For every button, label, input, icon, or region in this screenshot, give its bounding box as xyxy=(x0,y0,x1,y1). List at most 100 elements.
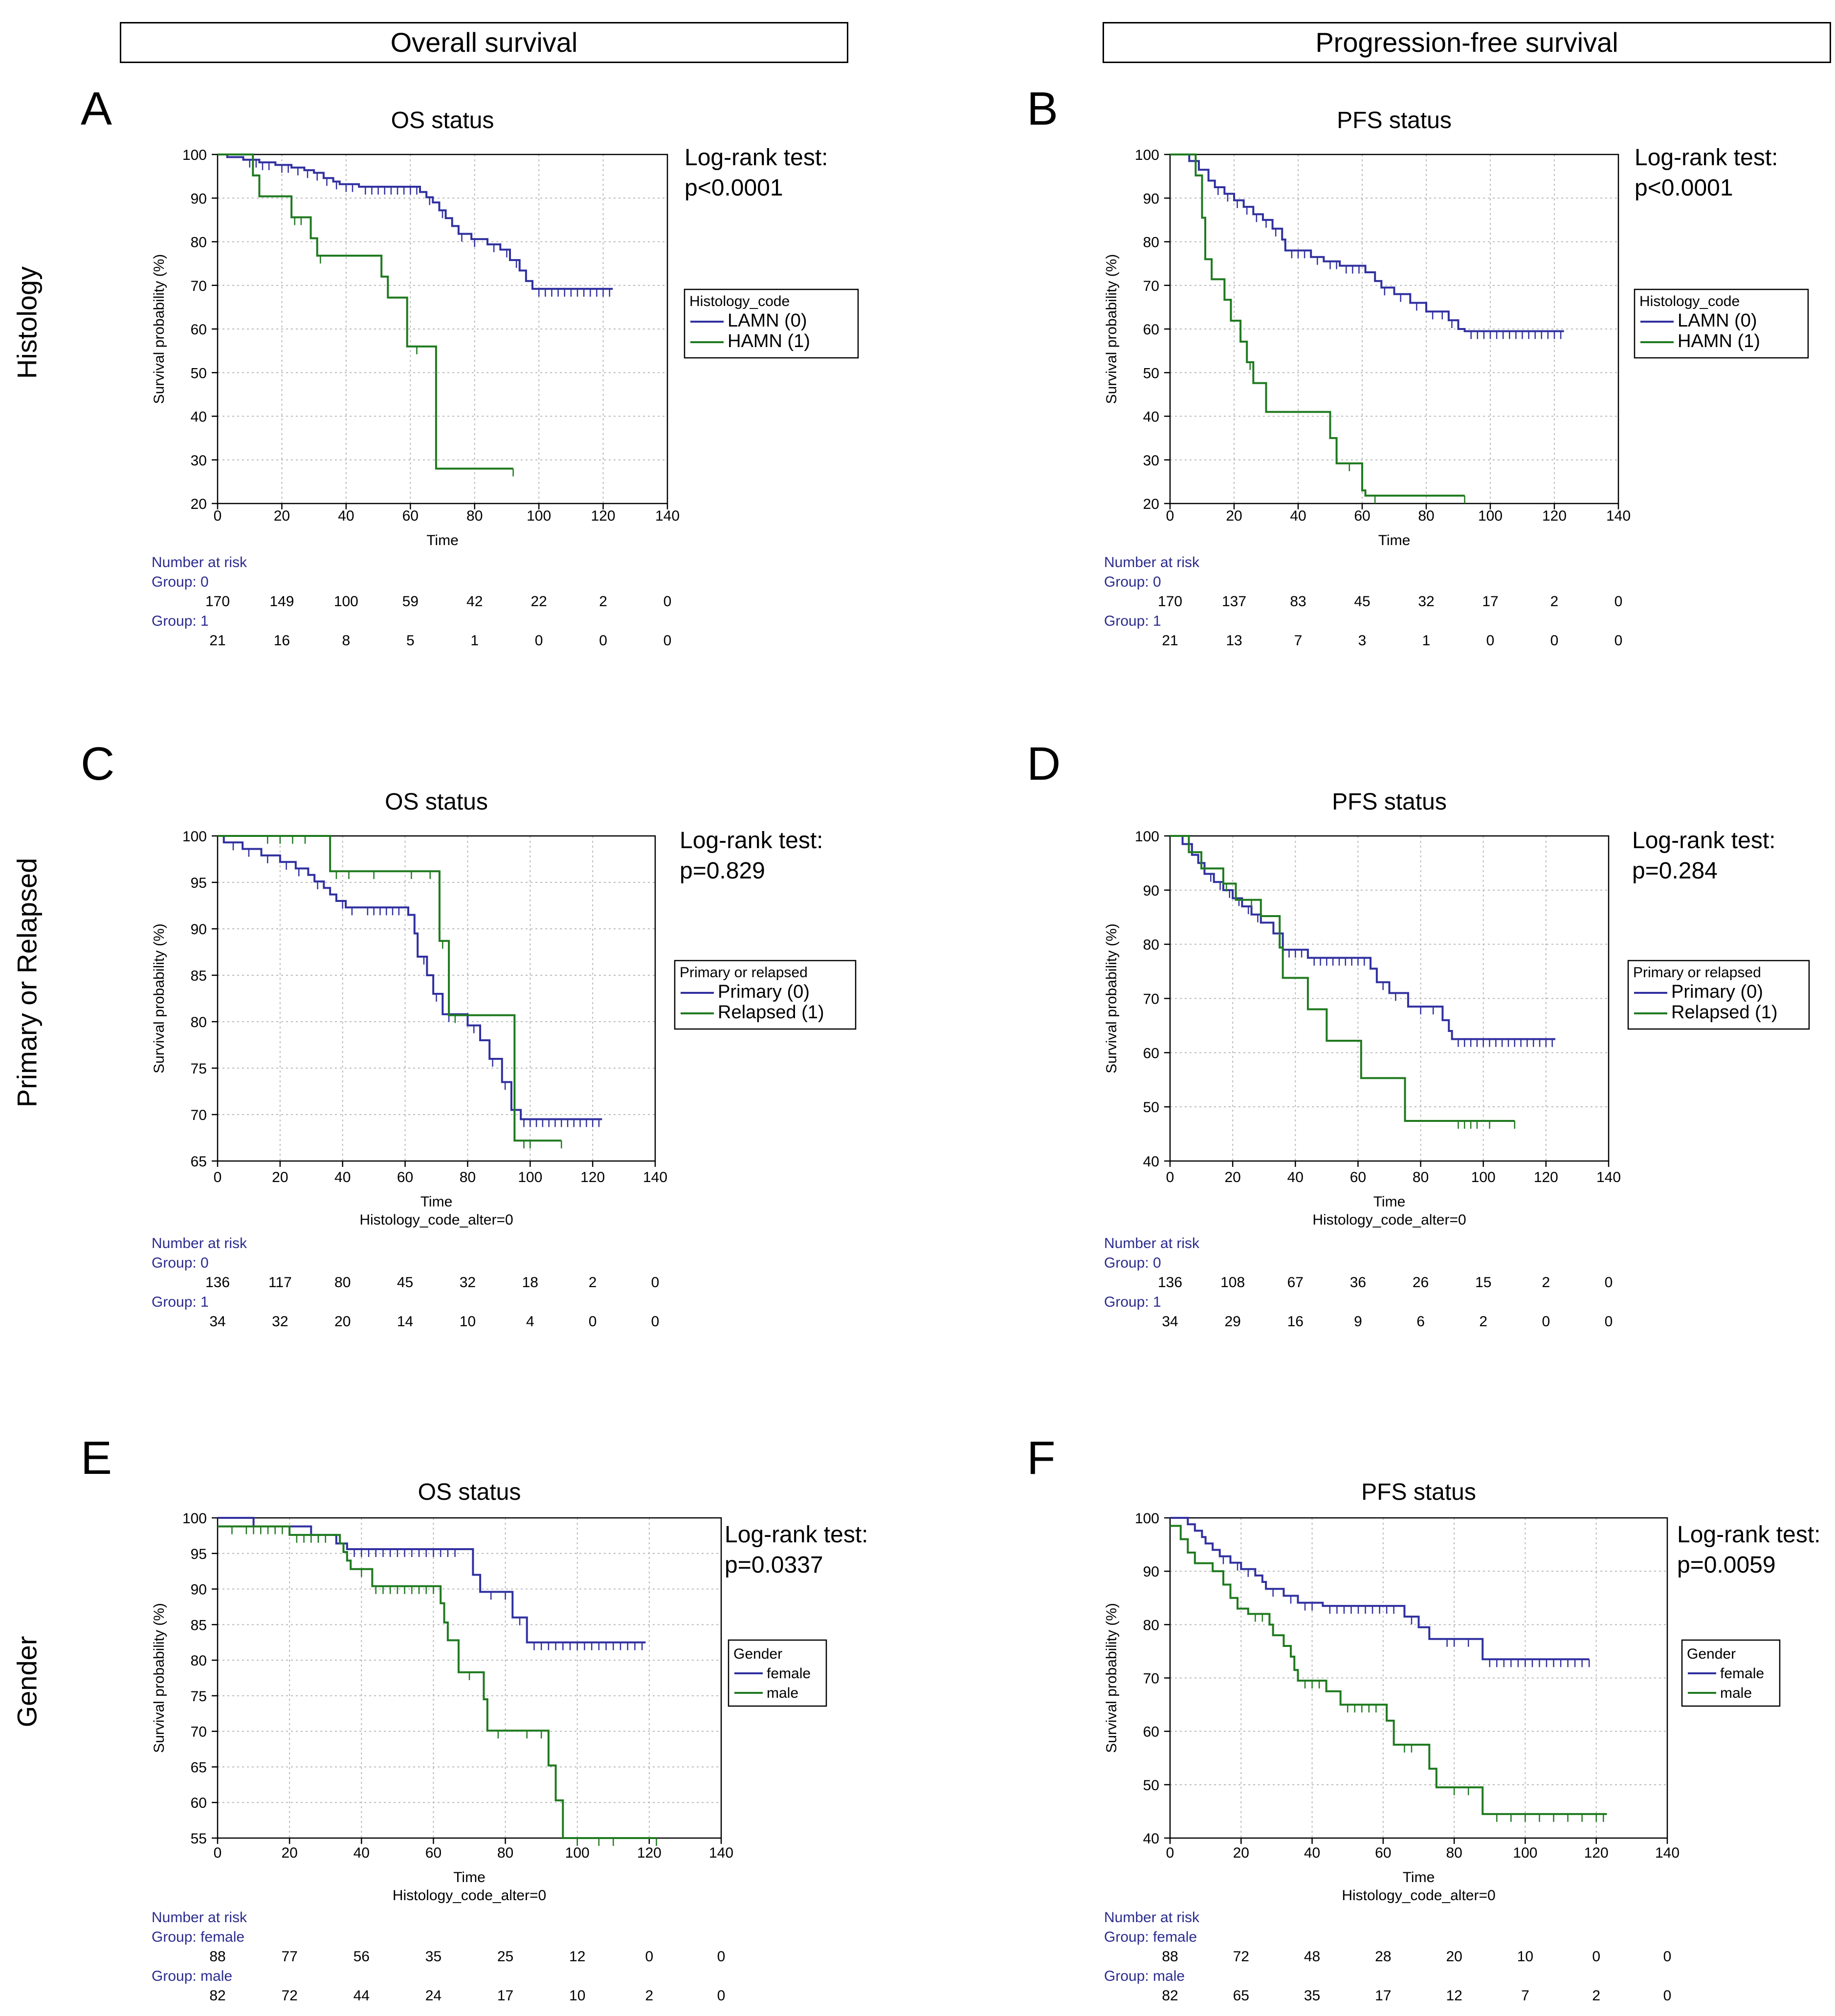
legend-box xyxy=(1627,960,1810,1030)
risk-value: 82 xyxy=(209,1988,225,2004)
y-tick-label: 85 xyxy=(191,968,207,984)
y-tick-label: 50 xyxy=(1143,365,1159,381)
y-tick-label: 90 xyxy=(1143,1564,1159,1580)
risk-value: 12 xyxy=(569,1949,585,1965)
y-tick-label: 40 xyxy=(191,409,207,425)
risk-value: 35 xyxy=(425,1949,442,1965)
risk-value: 0 xyxy=(1614,633,1623,649)
risk-value: 56 xyxy=(354,1949,370,1965)
x-tick-label: 120 xyxy=(1584,1845,1609,1861)
logrank-label: Log-rank test: xyxy=(1677,1522,1820,1548)
risk-value: 21 xyxy=(209,633,225,649)
risk-value: 136 xyxy=(205,1274,230,1291)
x-axis-subtitle: Histology_code_alter=0 xyxy=(1312,1212,1466,1228)
risk-value: 67 xyxy=(1287,1274,1304,1291)
x-tick-label: 100 xyxy=(518,1169,542,1185)
x-tick-label: 100 xyxy=(1478,508,1503,524)
y-axis-label: Survival probability (%) xyxy=(1104,923,1120,1074)
y-tick-label: 100 xyxy=(182,1511,207,1527)
x-axis-label: Time xyxy=(453,1869,486,1885)
legend-entry: HAMN (1) xyxy=(728,331,810,351)
risk-value: 17 xyxy=(497,1988,513,2004)
legend-entry: female xyxy=(767,1665,811,1682)
risk-header: Number at risk xyxy=(1104,554,1200,570)
risk-value: 22 xyxy=(531,593,547,610)
risk-value: 17 xyxy=(1375,1988,1391,2004)
risk-value: 16 xyxy=(274,633,290,649)
legend-entry: male xyxy=(1720,1685,1752,1701)
legend-title: Histology_code xyxy=(1639,293,1740,309)
legend-entry: Relapsed (1) xyxy=(718,1002,824,1023)
x-axis-label: Time xyxy=(1403,1869,1435,1885)
legend-box xyxy=(684,288,859,359)
logrank-label: Log-rank test: xyxy=(725,1522,868,1548)
legend-entry: LAMN (0) xyxy=(728,310,807,331)
risk-value: 108 xyxy=(1220,1274,1245,1291)
risk-group-label: Group: 1 xyxy=(152,613,209,629)
logrank-label: Log-rank test: xyxy=(1632,828,1775,854)
logrank-label: Log-rank test: xyxy=(685,145,828,171)
risk-group-label: Group: female xyxy=(152,1929,244,1945)
x-tick-label: 80 xyxy=(1446,1845,1462,1861)
y-axis-label: Survival probability (%) xyxy=(151,923,167,1074)
risk-value: 6 xyxy=(1416,1314,1425,1330)
y-tick-label: 30 xyxy=(1143,453,1159,469)
risk-value: 18 xyxy=(522,1274,538,1291)
x-tick-label: 120 xyxy=(1534,1169,1558,1185)
x-tick-label: 140 xyxy=(643,1169,667,1185)
risk-value: 24 xyxy=(425,1988,442,2004)
risk-group-label: Group: 0 xyxy=(152,574,209,590)
x-tick-label: 0 xyxy=(214,508,222,524)
risk-value: 136 xyxy=(1158,1274,1182,1291)
logrank-label: Log-rank test: xyxy=(1635,145,1778,171)
risk-value: 0 xyxy=(717,1988,726,2004)
x-tick-label: 20 xyxy=(272,1169,288,1185)
risk-value: 32 xyxy=(460,1274,476,1291)
risk-value: 28 xyxy=(1375,1949,1391,1965)
risk-value: 42 xyxy=(466,593,483,610)
km-curve-relapsed-1- xyxy=(1170,835,1515,1122)
legend-box xyxy=(674,960,857,1030)
risk-group-label: Group: 1 xyxy=(152,1294,209,1310)
y-tick-label: 75 xyxy=(191,1688,207,1705)
risk-value: 10 xyxy=(569,1988,585,2004)
plot-frame xyxy=(217,1517,722,1839)
chart-title: PFS status xyxy=(1337,108,1452,133)
y-tick-label: 70 xyxy=(191,1724,207,1740)
y-tick-label: 85 xyxy=(191,1617,207,1633)
x-tick-label: 0 xyxy=(214,1169,222,1185)
risk-value: 59 xyxy=(402,593,419,610)
y-tick-label: 60 xyxy=(1143,1045,1159,1061)
risk-value: 0 xyxy=(645,1949,654,1965)
panel-letter: B xyxy=(1027,83,1058,135)
y-tick-label: 100 xyxy=(1135,147,1159,163)
y-tick-label: 70 xyxy=(1143,991,1159,1008)
risk-value: 36 xyxy=(1350,1274,1366,1291)
x-tick-label: 140 xyxy=(709,1845,733,1861)
x-axis-subtitle: Histology_code_alter=0 xyxy=(359,1212,513,1228)
x-tick-label: 20 xyxy=(281,1845,297,1861)
risk-value: 7 xyxy=(1521,1988,1529,2004)
risk-value: 72 xyxy=(281,1988,297,2004)
risk-value: 1 xyxy=(1422,633,1431,649)
legend-entry: male xyxy=(767,1685,798,1701)
risk-value: 0 xyxy=(1486,633,1495,649)
risk-group-label: Group: 0 xyxy=(1104,574,1161,590)
x-tick-label: 0 xyxy=(214,1845,222,1861)
y-tick-label: 70 xyxy=(191,1107,207,1123)
risk-value: 29 xyxy=(1224,1314,1240,1330)
y-tick-label: 60 xyxy=(191,1795,207,1811)
x-tick-label: 20 xyxy=(1233,1845,1249,1861)
x-tick-label: 0 xyxy=(1166,1169,1174,1185)
risk-value: 48 xyxy=(1304,1949,1320,1965)
risk-value: 2 xyxy=(589,1274,597,1291)
km-curve-primary-0- xyxy=(1170,835,1556,1040)
logrank-pvalue: p=0.0059 xyxy=(1677,1552,1776,1578)
risk-value: 0 xyxy=(651,1314,660,1330)
logrank-pvalue: p<0.0001 xyxy=(685,175,783,201)
x-tick-label: 120 xyxy=(637,1845,662,1861)
risk-value: 44 xyxy=(354,1988,370,2004)
